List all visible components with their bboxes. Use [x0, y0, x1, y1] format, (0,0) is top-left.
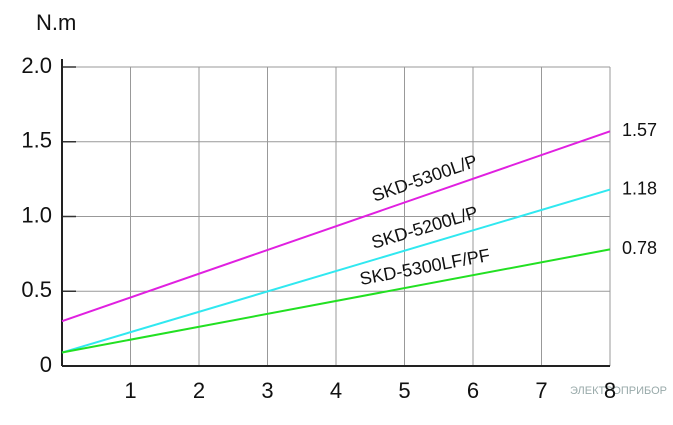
- end-label: 0.78: [622, 238, 657, 258]
- series-label: SKD-5300L/P: [369, 151, 480, 206]
- y-tick-label: 1.5: [21, 128, 52, 153]
- end-label: 1.57: [622, 120, 657, 140]
- watermark: ЭЛЕКТРОПРИБОР: [570, 385, 667, 397]
- x-tick-label: 6: [467, 378, 479, 403]
- x-tick-label: 2: [193, 378, 205, 403]
- y-tick-label: 1.0: [21, 202, 52, 227]
- y-tick-label: 2.0: [21, 53, 52, 78]
- y-axis-label: N.m: [36, 10, 76, 35]
- series-line: [61, 130, 611, 323]
- x-tick-label: 7: [535, 378, 547, 403]
- x-tick-label: 3: [261, 378, 273, 403]
- x-tick-label: 1: [124, 378, 136, 403]
- y-tick-label: 0.5: [21, 277, 52, 302]
- x-tick-label: 8: [604, 378, 616, 403]
- series-line: [61, 248, 611, 354]
- x-tick-label: 5: [398, 378, 410, 403]
- y-tick-label: 0: [40, 352, 52, 377]
- end-label: 1.18: [622, 178, 657, 198]
- series-line: [61, 188, 611, 354]
- x-tick-label: 4: [330, 378, 342, 403]
